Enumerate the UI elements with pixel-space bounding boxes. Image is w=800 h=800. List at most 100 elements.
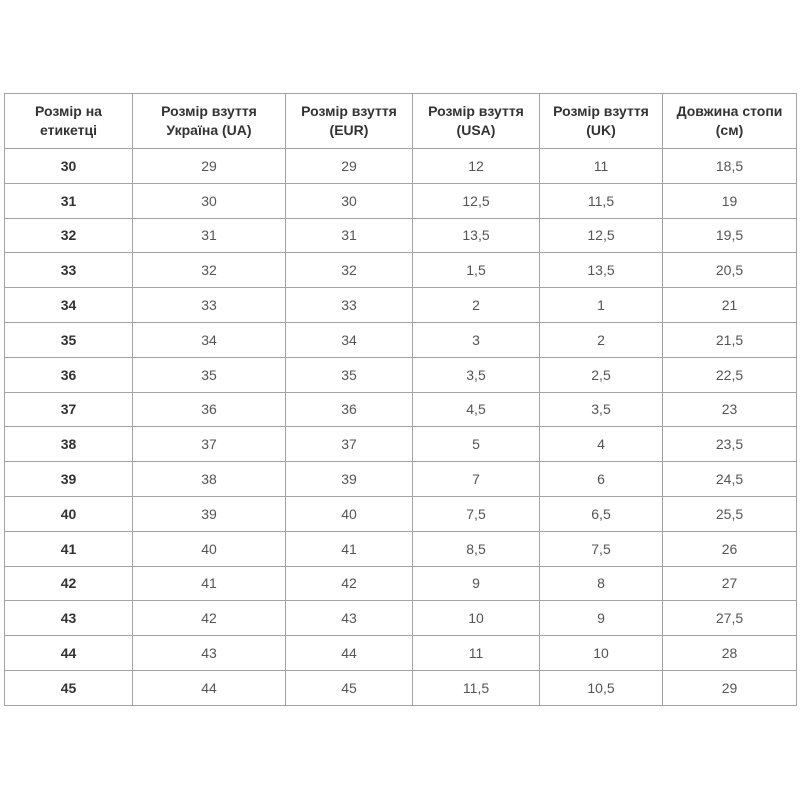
table-cell: 29 <box>662 669 797 706</box>
table-row: 31 30 30 12,5 11,5 19 <box>4 182 797 219</box>
table-cell: 34 <box>4 287 133 323</box>
table-cell: 36 <box>285 391 413 428</box>
table-cell: 5 <box>412 426 540 463</box>
table-cell: 28 <box>662 635 797 671</box>
table-cell: 13,5 <box>539 252 663 289</box>
table-cell: 38 <box>132 461 286 497</box>
table-cell: 37 <box>132 426 286 463</box>
table-cell: 23 <box>662 391 797 428</box>
table-cell: 38 <box>4 426 133 463</box>
table-cell: 3,5 <box>412 356 540 393</box>
table-cell: 41 <box>4 530 133 567</box>
table-cell: 24,5 <box>662 461 797 497</box>
table-cell: 21,5 <box>662 321 797 358</box>
header-eur-size: Розмір взуття (EUR) <box>285 93 413 149</box>
table-cell: 44 <box>285 635 413 671</box>
table-cell: 12,5 <box>412 182 540 219</box>
table-row: 44 43 44 11 10 28 <box>4 635 797 671</box>
table-row: 42 41 42 9 8 27 <box>4 565 797 602</box>
table-cell: 27,5 <box>662 600 797 637</box>
table-cell: 8 <box>539 565 663 602</box>
table-cell: 29 <box>132 148 286 184</box>
table-cell: 34 <box>132 321 286 358</box>
table-cell: 35 <box>285 356 413 393</box>
table-cell: 18,5 <box>662 148 797 184</box>
table-cell: 20,5 <box>662 252 797 289</box>
table-cell: 44 <box>4 635 133 671</box>
table-cell: 34 <box>285 321 413 358</box>
header-foot-length: Довжина стопи (см) <box>662 93 797 149</box>
table-cell: 33 <box>285 287 413 323</box>
table-cell: 43 <box>4 600 133 637</box>
table-row: 34 33 33 2 1 21 <box>4 287 797 323</box>
table-row: 37 36 36 4,5 3,5 23 <box>4 391 797 428</box>
table-cell: 3,5 <box>539 391 663 428</box>
table-cell: 11 <box>539 148 663 184</box>
table-cell: 36 <box>4 356 133 393</box>
table-cell: 42 <box>285 565 413 602</box>
table-cell: 10 <box>412 600 540 637</box>
table-cell: 32 <box>4 217 133 254</box>
table-cell: 39 <box>132 495 286 532</box>
table-cell: 2 <box>539 321 663 358</box>
table-cell: 32 <box>132 252 286 289</box>
table-cell: 41 <box>132 565 286 602</box>
table-cell: 10 <box>539 635 663 671</box>
table-cell: 1,5 <box>412 252 540 289</box>
table-cell: 31 <box>4 182 133 219</box>
table-cell: 43 <box>132 635 286 671</box>
table-cell: 11 <box>412 635 540 671</box>
table-cell: 35 <box>132 356 286 393</box>
table-cell: 7,5 <box>412 495 540 532</box>
table-cell: 26 <box>662 530 797 567</box>
table-cell: 27 <box>662 565 797 602</box>
table-cell: 37 <box>4 391 133 428</box>
table-cell: 43 <box>285 600 413 637</box>
table-cell: 9 <box>412 565 540 602</box>
table-row: 35 34 34 3 2 21,5 <box>4 321 797 358</box>
table-cell: 42 <box>132 600 286 637</box>
table-row: 40 39 40 7,5 6,5 25,5 <box>4 495 797 532</box>
table-cell: 40 <box>285 495 413 532</box>
header-uk-size: Розмір взуття (UK) <box>539 93 663 149</box>
size-chart-table: Розмір на етикетці Розмір взуття Україна … <box>4 93 797 706</box>
table-cell: 37 <box>285 426 413 463</box>
table-cell: 6,5 <box>539 495 663 532</box>
table-cell: 32 <box>285 252 413 289</box>
table-cell: 30 <box>285 182 413 219</box>
table-cell: 23,5 <box>662 426 797 463</box>
table-cell: 45 <box>4 669 133 706</box>
table-cell: 2 <box>412 287 540 323</box>
table-cell: 30 <box>4 148 133 184</box>
table-row: 45 44 45 11,5 10,5 29 <box>4 669 797 706</box>
table-cell: 19 <box>662 182 797 219</box>
table-cell: 39 <box>285 461 413 497</box>
table-cell: 31 <box>132 217 286 254</box>
table-cell: 25,5 <box>662 495 797 532</box>
table-cell: 42 <box>4 565 133 602</box>
table-cell: 33 <box>132 287 286 323</box>
table-cell: 30 <box>132 182 286 219</box>
table-row: 43 42 43 10 9 27,5 <box>4 600 797 637</box>
header-label-size: Розмір на етикетці <box>4 93 133 149</box>
table-row: 33 32 32 1,5 13,5 20,5 <box>4 252 797 289</box>
table-cell: 9 <box>539 600 663 637</box>
table-cell: 22,5 <box>662 356 797 393</box>
table-cell: 41 <box>285 530 413 567</box>
table-cell: 3 <box>412 321 540 358</box>
header-row: Розмір на етикетці Розмір взуття Україна … <box>4 93 797 149</box>
table-cell: 2,5 <box>539 356 663 393</box>
table-cell: 6 <box>539 461 663 497</box>
table-row: 36 35 35 3,5 2,5 22,5 <box>4 356 797 393</box>
table-cell: 1 <box>539 287 663 323</box>
table-cell: 12,5 <box>539 217 663 254</box>
table-cell: 39 <box>4 461 133 497</box>
table-cell: 36 <box>132 391 286 428</box>
table-cell: 40 <box>132 530 286 567</box>
table-cell: 7,5 <box>539 530 663 567</box>
table-cell: 7 <box>412 461 540 497</box>
table-cell: 10,5 <box>539 669 663 706</box>
table-cell: 13,5 <box>412 217 540 254</box>
table-cell: 44 <box>132 669 286 706</box>
header-ua-size: Розмір взуття Україна (UA) <box>132 93 286 149</box>
